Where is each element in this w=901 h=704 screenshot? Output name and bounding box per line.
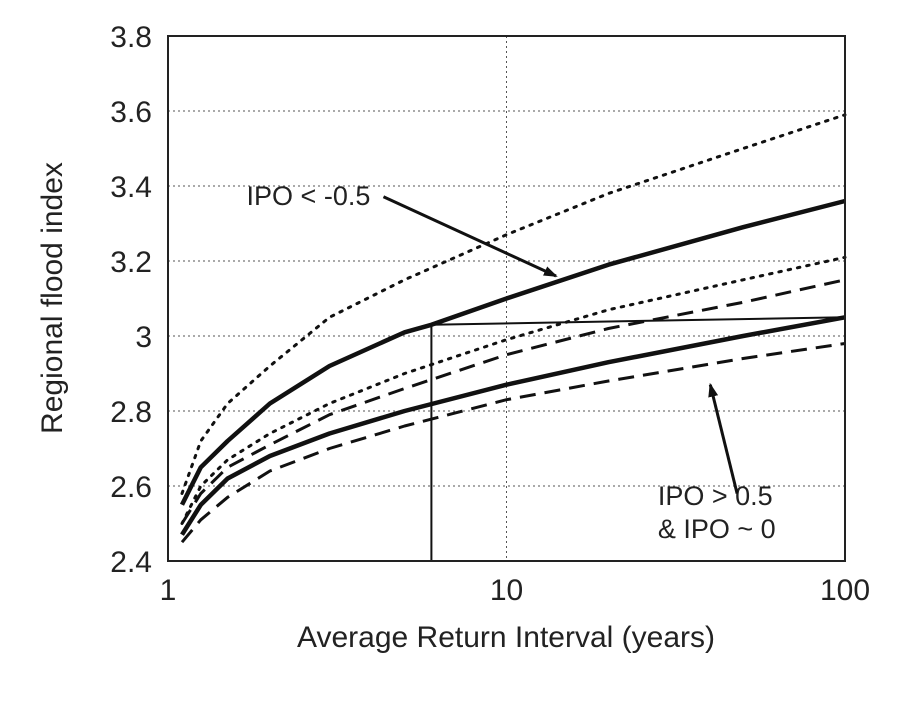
y-tick-label: 3.2 (110, 246, 152, 279)
tick-labels: 2.4 2.6 2.8 3 3.2 3.4 3.6 3.8 1 10 100 (110, 21, 870, 607)
x-tick-label: 100 (820, 574, 870, 607)
x-tick-label: 10 (490, 574, 523, 607)
annotation-line: IPO > 0.5 (658, 481, 773, 511)
ipo-positive-lower-bound-line (180, 342, 846, 544)
ipo-positive-upper-bound-line (180, 278, 846, 525)
annotation-ipo-positive: IPO > 0.5 & IPO ~ 0 (658, 481, 776, 544)
annotations: IPO < -0.5 IPO > 0.5 & IPO ~ 0 (247, 181, 776, 544)
annotation-arrow-ipo-positive (708, 382, 739, 494)
ipo-negative-upper-bound-line (180, 113, 847, 495)
y-tick-label: 3.4 (110, 171, 152, 204)
annotation-ipo-negative: IPO < -0.5 (247, 181, 371, 211)
ipo-negative-estimate-line (179, 198, 846, 506)
annotation-line: & IPO ~ 0 (658, 514, 776, 544)
x-axis-title: Average Return Interval (years) (297, 621, 715, 654)
y-tick-label: 2.6 (110, 471, 152, 504)
y-axis-title: Regional flood index (36, 162, 69, 434)
ipo-negative-lower-bound-line (180, 255, 847, 525)
y-tick-label: 3.8 (110, 21, 152, 54)
y-tick-label: 2.8 (110, 396, 152, 429)
flood-index-reference-line (431, 316, 846, 326)
y-tick-label: 3 (135, 321, 152, 354)
y-tick-label: 2.4 (110, 546, 152, 579)
plot-frame (167, 35, 846, 562)
x-tick-label: 1 (160, 574, 177, 607)
ipo-positive-estimate-line (180, 315, 846, 536)
series-layer (179, 113, 847, 544)
y-tick-label: 3.6 (110, 96, 152, 129)
annotation-arrow-ipo-negative (382, 195, 558, 278)
reference-lines (430, 316, 846, 561)
